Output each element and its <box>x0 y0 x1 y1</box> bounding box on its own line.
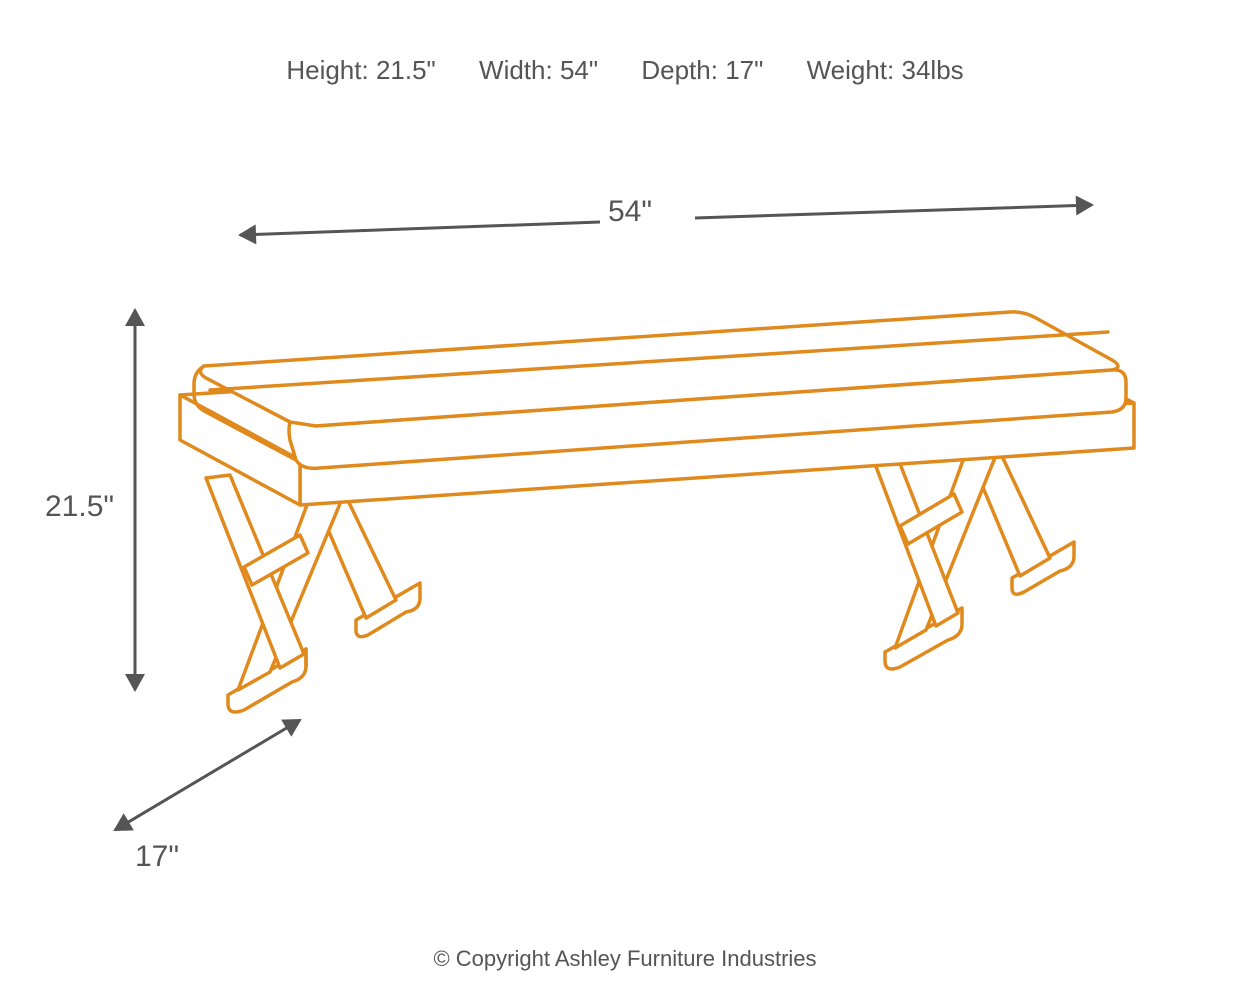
depth-arrow <box>115 720 300 830</box>
bench-drawing <box>180 312 1134 712</box>
copyright-text: © Copyright Ashley Furniture Industries <box>0 946 1250 972</box>
width-dimension-label: 54" <box>608 195 652 229</box>
width-arrow <box>240 205 1092 235</box>
height-dimension-label: 21.5" <box>45 490 114 524</box>
depth-dimension-label: 17" <box>135 840 179 874</box>
diagram-stage <box>0 0 1250 1000</box>
